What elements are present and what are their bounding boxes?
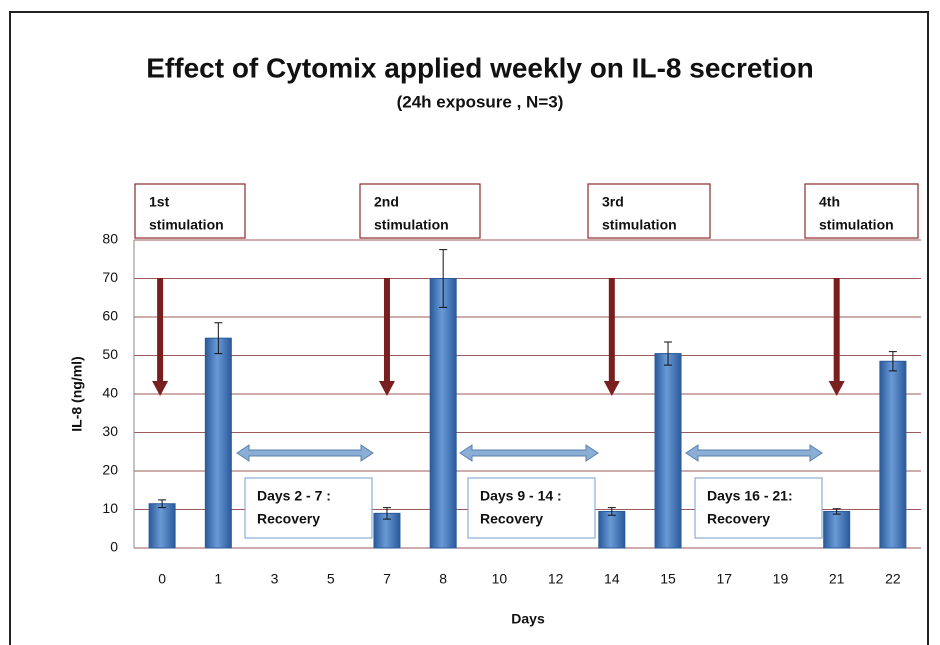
stimulation-label: 1st (149, 194, 170, 210)
stimulation-arrow-head (828, 381, 845, 396)
x-tick-label: 3 (271, 571, 279, 587)
frame (9, 11, 929, 645)
stimulation-label: stimulation (149, 217, 224, 233)
error-bar (158, 499, 167, 509)
recovery-box (467, 477, 596, 539)
stimulation-label: 2nd (374, 194, 399, 210)
recovery-label: Days 9 - 14 : (480, 488, 562, 504)
recovery-arrow (685, 444, 823, 462)
recovery-label: Recovery (480, 511, 543, 527)
y-tick-label: 50 (102, 346, 118, 362)
recovery-label: Recovery (257, 511, 320, 527)
stimulation-arrow-shaft (157, 278, 164, 382)
recovery-label: Recovery (707, 511, 770, 527)
stimulation-box (134, 183, 246, 239)
stimulation-arrow-shaft (833, 278, 840, 382)
stimulation-label: 4th (819, 194, 840, 210)
error-bar (439, 249, 448, 308)
error-bar (214, 322, 223, 355)
recovery-box (244, 477, 373, 539)
x-tick-label: 5 (327, 571, 335, 587)
y-tick-label: 0 (110, 539, 118, 555)
stimulation-arrow-head (603, 381, 620, 396)
stimulation-label: stimulation (819, 217, 894, 233)
error-bar (664, 341, 673, 366)
recovery-arrow (236, 444, 374, 462)
x-tick-label: 17 (716, 571, 732, 587)
y-tick-label: 80 (102, 231, 118, 247)
stimulation-box (587, 183, 711, 239)
y-tick-label: 40 (102, 385, 118, 401)
stimulation-box (359, 183, 481, 239)
error-bar (382, 507, 391, 520)
bar (598, 510, 626, 549)
chart-title: Effect of Cytomix applied weekly on IL-8… (146, 52, 814, 83)
y-axis-label: IL-8 (ng/ml) (69, 356, 85, 431)
x-tick-label: 8 (439, 571, 447, 587)
y-tick-label: 20 (102, 462, 118, 478)
y-tick-label: 60 (102, 308, 118, 324)
x-tick-label: 22 (885, 571, 901, 587)
error-bar (607, 507, 616, 516)
bar (879, 360, 907, 549)
stimulation-arrow-shaft (608, 278, 615, 382)
stimulation-box (804, 183, 919, 239)
bar (654, 353, 682, 549)
bar (823, 510, 851, 549)
x-tick-label: 10 (492, 571, 508, 587)
recovery-label: Days 16 - 21: (707, 488, 793, 504)
recovery-label: Days 2 - 7 : (257, 488, 331, 504)
stimulation-arrow-shaft (383, 278, 390, 382)
x-tick-label: 19 (773, 571, 789, 587)
y-tick-label: 70 (102, 269, 118, 285)
stimulation-arrow-head (152, 381, 169, 396)
stimulation-label: stimulation (602, 217, 677, 233)
recovery-arrow (459, 444, 599, 462)
x-axis-label: Days (511, 611, 545, 627)
stimulation-label: stimulation (374, 217, 449, 233)
error-bar (888, 351, 897, 372)
stimulation-label: 3rd (602, 194, 624, 210)
error-bar (832, 508, 841, 515)
x-tick-label: 12 (548, 571, 564, 587)
stimulation-arrow-head (378, 381, 395, 396)
bar (204, 337, 232, 549)
bar (429, 278, 457, 549)
x-tick-label: 0 (158, 571, 166, 587)
y-tick-label: 30 (102, 423, 118, 439)
bar (148, 503, 176, 549)
x-tick-label: 7 (383, 571, 391, 587)
x-tick-label: 21 (829, 571, 845, 587)
x-tick-label: 15 (660, 571, 676, 587)
recovery-box (694, 477, 823, 539)
chart-subtitle: (24h exposure , N=3) (397, 92, 564, 111)
x-tick-label: 1 (214, 571, 222, 587)
x-tick-label: 14 (604, 571, 620, 587)
y-tick-label: 10 (102, 500, 118, 516)
